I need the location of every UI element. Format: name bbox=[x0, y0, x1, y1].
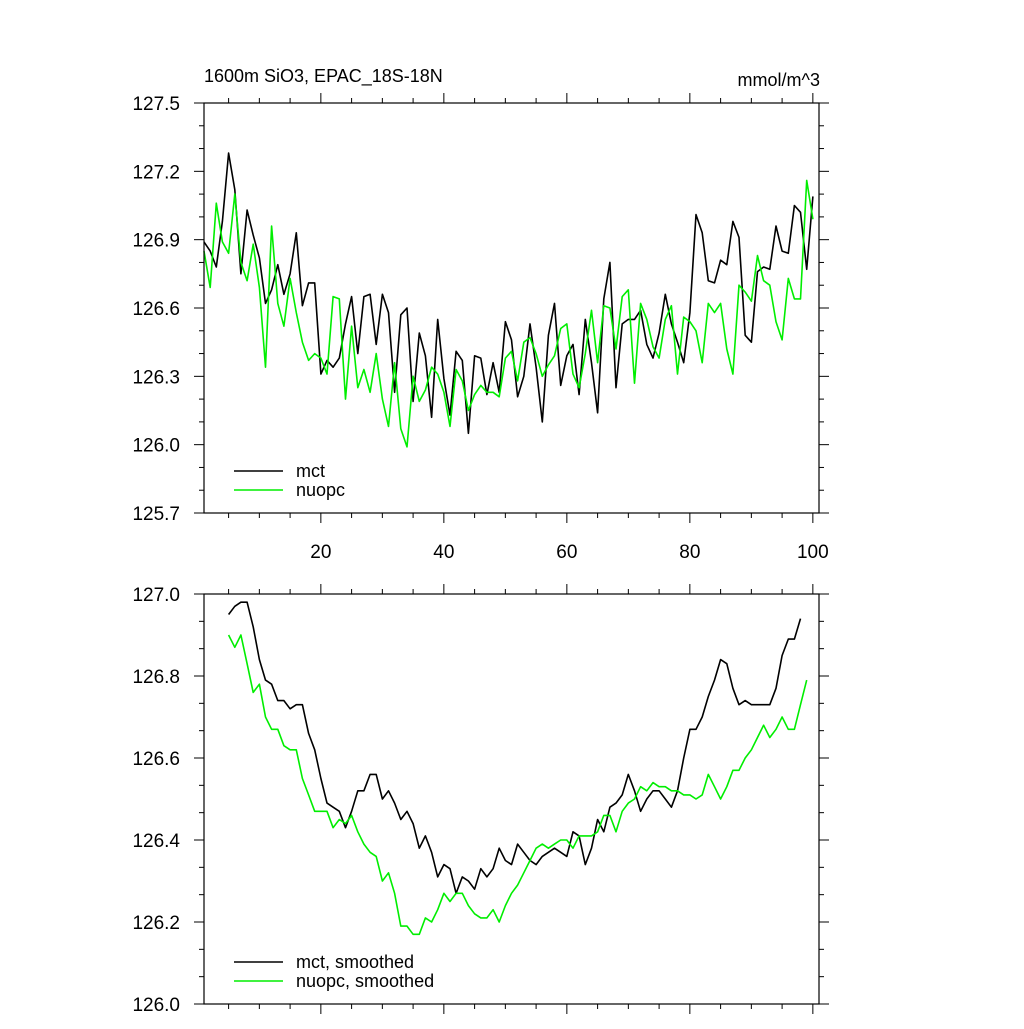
units-label: mmol/m^3 bbox=[738, 70, 820, 90]
x-tick-label: 80 bbox=[679, 542, 700, 563]
bottom-legend: mct, smoothed nuopc, smoothed bbox=[234, 952, 434, 991]
y-tick-label: 126.3 bbox=[132, 367, 180, 388]
legend-label-nuopc-smoothed: nuopc, smoothed bbox=[296, 971, 434, 991]
x-tick-label: 40 bbox=[433, 542, 454, 563]
bottom-panel: 126.0 126.2 126.4 126.6 126.8 127.0 mct, smoo… bbox=[132, 584, 829, 1016]
chart-title: 1600m SiO3, EPAC_18S-18N bbox=[204, 66, 443, 87]
x-tick-label: 20 bbox=[310, 542, 331, 563]
y-tick-label: 127.2 bbox=[132, 162, 180, 183]
y-tick-label: 126.6 bbox=[132, 749, 180, 770]
series-line-mct bbox=[203, 152, 814, 435]
bottom-plot-frame bbox=[203, 593, 820, 1005]
series-line-mct-smoothed bbox=[227, 601, 802, 895]
y-tick-label: 127.5 bbox=[132, 94, 180, 115]
y-tick-label: 126.6 bbox=[132, 299, 180, 320]
top-panel: 1600m SiO3, EPAC_18S-18N mmol/m^3 20 40 60… bbox=[132, 66, 829, 563]
series-line-nuopc-smoothed bbox=[227, 634, 808, 936]
series-line-nuopc bbox=[203, 179, 814, 448]
legend-label-mct: mct bbox=[296, 461, 325, 481]
y-tick-label: 126.4 bbox=[132, 831, 180, 852]
y-tick-label: 126.8 bbox=[132, 667, 180, 688]
y-tick-label: 127.0 bbox=[132, 585, 180, 606]
y-tick-label: 126.9 bbox=[132, 231, 180, 252]
y-tick-label: 126.0 bbox=[132, 436, 180, 457]
x-tick-label: 60 bbox=[556, 542, 577, 563]
y-tick-label: 125.7 bbox=[132, 504, 180, 525]
y-tick-label: 126.2 bbox=[132, 913, 180, 934]
legend-label-nuopc: nuopc bbox=[296, 480, 345, 500]
legend-label-mct-smoothed: mct, smoothed bbox=[296, 952, 414, 972]
top-legend: mct nuopc bbox=[234, 461, 345, 500]
y-tick-label: 126.0 bbox=[132, 995, 180, 1016]
x-tick-label: 100 bbox=[797, 542, 829, 563]
